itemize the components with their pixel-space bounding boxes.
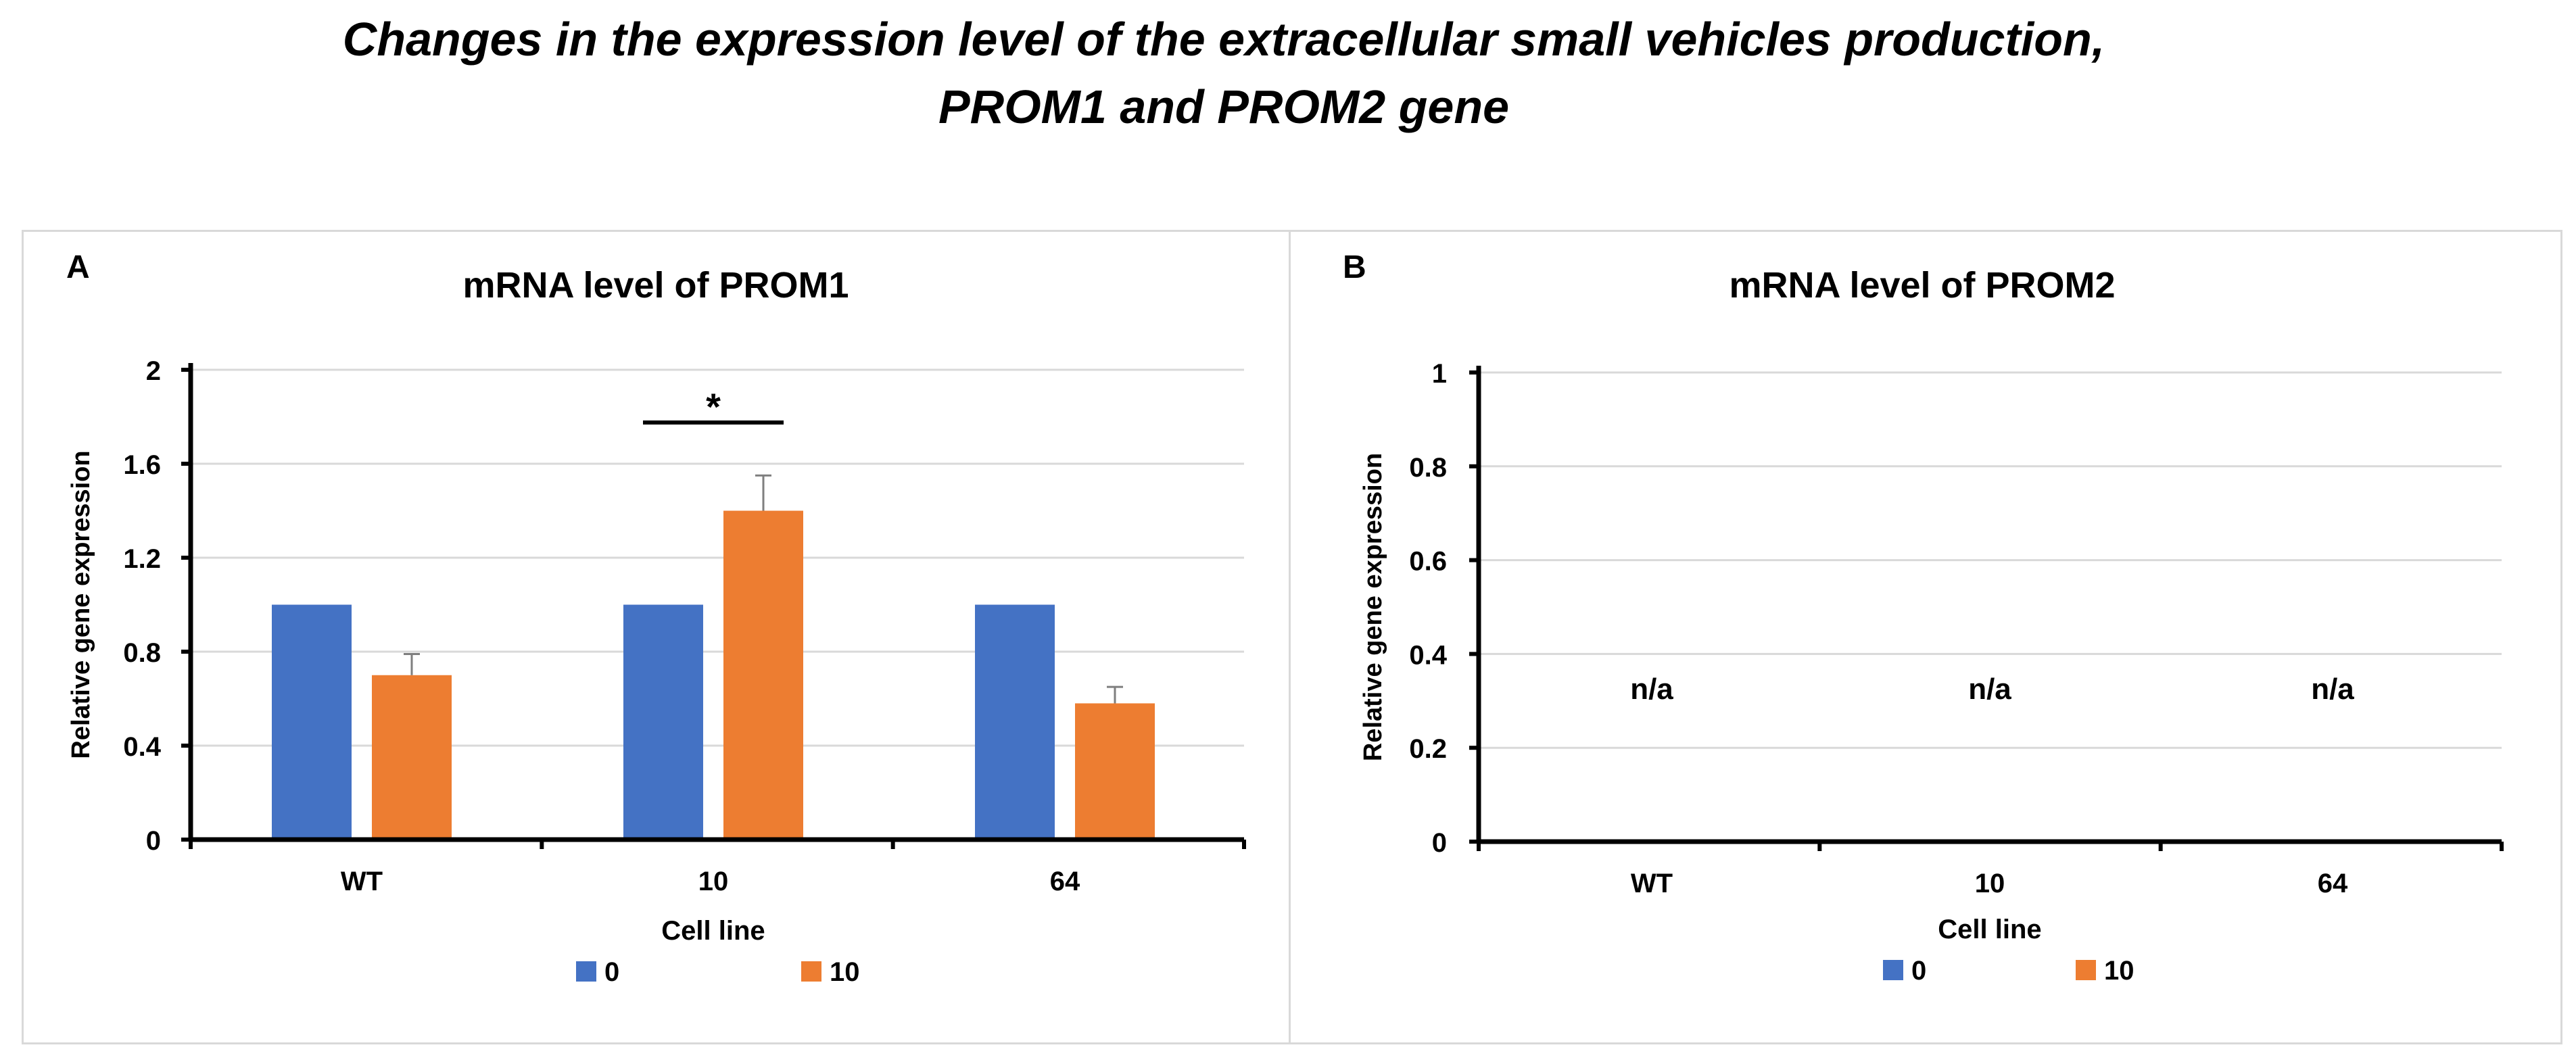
panel-a-bar-series10-wt — [372, 675, 452, 840]
panel-b-x-tick-label: 64 — [2318, 869, 2348, 898]
panel-b-legend-label-series10: 10 — [2104, 956, 2134, 986]
panel-b-y-tick-label: 0.6 — [1409, 547, 1447, 577]
panel-a-x-axis-label: Cell line — [661, 916, 765, 946]
figure-title: Changes in the expression level of the e… — [0, 5, 2448, 141]
panel-a-label: A — [66, 249, 90, 285]
panel-b-legend-swatch-series10 — [2076, 960, 2096, 980]
panel-b-y-tick-label: 0.4 — [1409, 640, 1447, 670]
panel-a-legend-swatch-series0 — [576, 961, 596, 982]
panel-b-legend-label-series0: 0 — [1911, 956, 1926, 986]
panel-a-significance-star: * — [706, 385, 721, 428]
panel-a-bar-series0-10 — [623, 604, 703, 840]
panel-b-y-tick-label: 0.2 — [1409, 734, 1447, 764]
panel-a-bar-series0-64 — [975, 604, 1055, 840]
panel-a-y-axis-label: Relative gene expression — [67, 450, 95, 758]
panel-a-y-tick-label: 0.8 — [123, 638, 161, 668]
figure-title-line1: Changes in the expression level of the e… — [342, 13, 2105, 66]
panel-b-x-axis-label: Cell line — [1938, 915, 2041, 944]
panel-a-bar-series0-wt — [272, 604, 352, 840]
panel-b-y-axis-label: Relative gene expression — [1359, 453, 1387, 761]
panel-b-label: B — [1343, 249, 1366, 285]
panel-a-x-tick-label: 64 — [1050, 867, 1080, 896]
panel-b — [1289, 230, 2562, 1044]
panel-a-legend-swatch-series10 — [801, 961, 821, 982]
panel-a-bar-series10-10 — [723, 510, 803, 840]
panel-a-y-tick-label: 2 — [146, 356, 161, 386]
panel-b-y-tick-label: 0 — [1432, 828, 1447, 858]
panel-b-x-tick-label: WT — [1631, 869, 1673, 898]
panel-b-na-label: n/a — [2311, 673, 2354, 706]
panel-b-na-label: n/a — [1630, 673, 1673, 706]
panel-a-x-tick-label: WT — [341, 867, 383, 896]
panel-b-legend-swatch-series0 — [1883, 960, 1903, 980]
panel-a-bar-series10-64 — [1075, 703, 1155, 840]
figure-title-line2: PROM1 and PROM2 gene — [938, 80, 1510, 133]
panel-a-y-tick-label: 1.6 — [123, 450, 161, 480]
panel-b-na-label: n/a — [1968, 673, 2011, 706]
panel-a-chart-title: mRNA level of PROM1 — [462, 265, 849, 306]
panel-a-legend-label-series10: 10 — [830, 957, 860, 987]
panel-b-x-tick-label: 10 — [1975, 869, 2005, 898]
panel-a-y-tick-label: 0.4 — [123, 732, 161, 762]
panel-a-y-tick-label: 0 — [146, 826, 161, 856]
panel-b-y-tick-label: 1 — [1432, 359, 1447, 389]
panel-a-x-tick-label: 10 — [698, 867, 729, 896]
panel-a-y-tick-label: 1.2 — [123, 544, 161, 574]
panel-b-chart-title: mRNA level of PROM2 — [1729, 265, 2115, 306]
panel-a-legend-label-series0: 0 — [604, 957, 619, 987]
panel-b-y-tick-label: 0.8 — [1409, 453, 1447, 483]
